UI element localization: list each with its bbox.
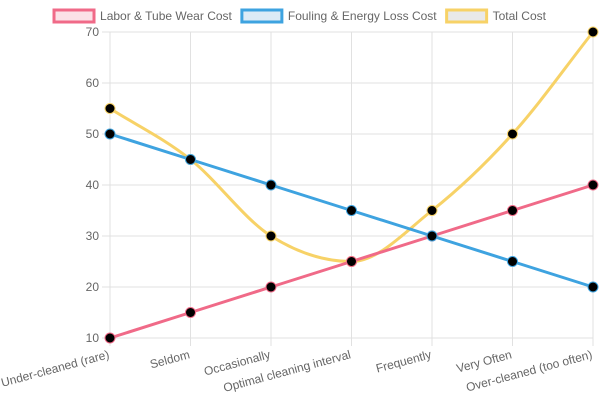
y-tick-label: 50 — [86, 127, 100, 141]
grid — [102, 31, 594, 346]
data-point[interactable] — [587, 26, 599, 38]
legend-label: Fouling & Energy Loss Cost — [288, 9, 437, 23]
data-point[interactable] — [587, 281, 599, 293]
data-point[interactable] — [426, 205, 438, 216]
data-point[interactable] — [104, 128, 116, 140]
data-point[interactable] — [185, 307, 196, 318]
data-point[interactable] — [507, 205, 518, 216]
legend: Labor & Tube Wear Cost Fouling & Energy L… — [52, 8, 547, 24]
data-point[interactable] — [104, 103, 116, 114]
legend-label: Labor & Tube Wear Cost — [100, 9, 233, 23]
data-point[interactable] — [265, 179, 277, 191]
y-tick-label: 70 — [86, 25, 100, 39]
y-tick-label: 30 — [86, 229, 100, 243]
x-tick-label: Frequently — [374, 347, 432, 375]
y-tick-label: 40 — [86, 178, 100, 192]
data-point[interactable] — [265, 230, 277, 242]
legend-swatch — [240, 8, 284, 24]
x-tick-label: Under-cleaned (rare) — [0, 347, 111, 389]
data-point[interactable] — [265, 281, 277, 293]
data-point[interactable] — [185, 154, 196, 165]
y-axis: 10 20 30 40 50 60 70 — [86, 25, 100, 345]
data-point[interactable] — [507, 128, 518, 140]
y-tick-label: 20 — [86, 280, 100, 294]
legend-swatch — [52, 8, 96, 24]
data-point[interactable] — [104, 332, 116, 344]
data-point[interactable] — [426, 230, 438, 242]
data-point[interactable] — [346, 256, 357, 267]
legend-swatch — [445, 8, 489, 24]
legend-item[interactable]: Labor & Tube Wear Cost — [52, 8, 233, 24]
data-point[interactable] — [587, 179, 599, 191]
x-axis: Under-cleaned (rare) Seldom OccasionallyOp… — [0, 347, 594, 395]
legend-item[interactable]: Fouling & Energy Loss Cost — [240, 8, 437, 24]
data-point[interactable] — [507, 256, 518, 267]
series-points — [104, 26, 599, 344]
legend-label: Total Cost — [493, 9, 547, 23]
data-point[interactable] — [346, 205, 357, 216]
y-tick-label: 60 — [86, 76, 100, 90]
y-tick-label: 10 — [86, 331, 100, 345]
legend-item[interactable]: Total Cost — [445, 8, 547, 24]
x-tick-label: Seldom — [148, 347, 191, 371]
